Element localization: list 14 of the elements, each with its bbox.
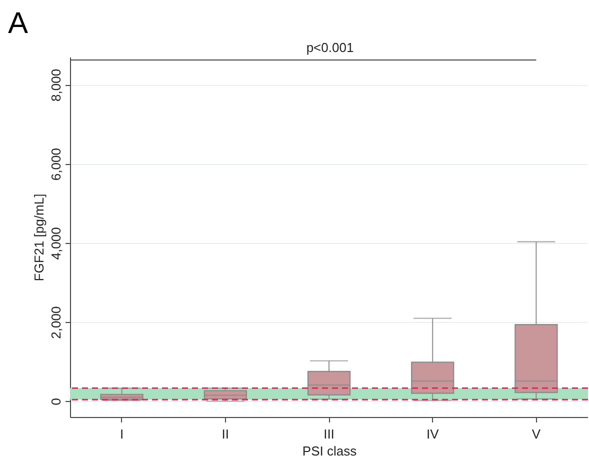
y-tick-label: 8,000 (48, 68, 64, 102)
x-tick-label: III (324, 426, 334, 442)
x-tick-label: IV (426, 426, 440, 442)
y-tick-label: 4,000 (48, 227, 64, 260)
text: p<0.001 (306, 40, 354, 55)
x-tick-label: I (120, 426, 124, 442)
y-tick-label: 6,000 (48, 148, 64, 181)
y-tick-label: 2,000 (48, 306, 64, 339)
x-axis-title: PSI class (302, 444, 358, 458)
x-tick-label: V (532, 426, 541, 442)
y-axis-title: FGF21 [pg/mL] (32, 194, 46, 282)
chart-title: A (8, 7, 28, 40)
x-tick-label: II (222, 426, 230, 442)
y-tick-label: 0 (48, 398, 64, 406)
